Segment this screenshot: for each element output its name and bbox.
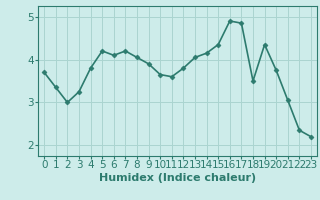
- X-axis label: Humidex (Indice chaleur): Humidex (Indice chaleur): [99, 173, 256, 183]
